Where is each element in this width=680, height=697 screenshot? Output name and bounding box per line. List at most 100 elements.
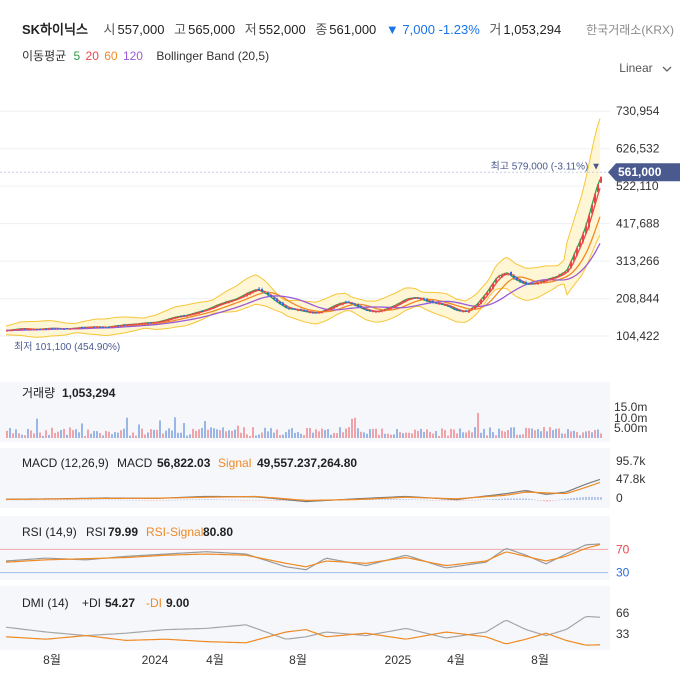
candle-body <box>204 310 206 312</box>
macd-histogram-bar <box>60 499 62 501</box>
macd-histogram-bar <box>417 499 419 501</box>
volume-bar <box>216 429 218 438</box>
candle-body <box>582 234 584 242</box>
macd-histogram-bar <box>468 500 470 501</box>
macd-histogram-bar <box>579 497 581 500</box>
candle-body <box>219 304 221 306</box>
rsi-signal-label: RSI-Signal <box>146 525 203 539</box>
volume-bar <box>366 433 368 438</box>
candle-body <box>438 303 440 305</box>
macd-histogram-bar <box>69 499 71 501</box>
macd-histogram-bar <box>210 499 212 500</box>
macd-histogram-bar <box>534 499 536 501</box>
volume-bar <box>294 432 296 438</box>
stock-name[interactable]: SK하이닉스 <box>22 22 88 37</box>
macd-histogram-bar <box>582 497 584 500</box>
volume-bar <box>9 428 11 438</box>
volume-bar <box>444 430 446 438</box>
candle-body <box>21 328 23 330</box>
candle-body <box>441 303 443 305</box>
macd-histogram-bar <box>195 499 197 500</box>
volume-bar <box>18 433 20 438</box>
volume-bar <box>339 427 341 438</box>
candle-body <box>444 304 446 306</box>
volume-bar <box>219 430 221 438</box>
candle-body <box>300 309 302 311</box>
candle-body <box>150 322 152 324</box>
candle-body <box>195 312 197 314</box>
candle-body <box>156 322 158 324</box>
candle-body <box>108 326 110 328</box>
volume-bar <box>156 429 158 438</box>
candle-body <box>33 329 35 331</box>
volume-bar <box>264 427 266 438</box>
all-time-low-label: 최저 101,100 (454.90%) <box>14 341 120 353</box>
indicator-legend[interactable]: 이동평균 5 20 60 120 Bollinger Band (20,5) <box>22 47 273 64</box>
volume-bar <box>585 431 587 438</box>
candle-body <box>162 320 164 322</box>
macd-histogram-bar <box>186 499 188 501</box>
volume-bar <box>198 429 200 438</box>
volume-bar <box>282 434 284 438</box>
candle-body <box>387 308 389 310</box>
ma-label: 이동평균 <box>22 49 67 63</box>
volume-bar <box>417 430 419 438</box>
macd-histogram-bar <box>39 499 41 501</box>
candle-body <box>348 301 350 303</box>
candle-body <box>165 319 167 321</box>
candle-body <box>261 289 263 292</box>
macd-histogram-bar <box>219 499 221 501</box>
volume-bar <box>459 428 461 438</box>
candle-body <box>321 311 323 313</box>
macd-histogram-bar <box>486 499 488 500</box>
volume-bar <box>228 430 230 438</box>
candle-body <box>144 323 146 325</box>
macd-histogram-bar <box>456 500 458 501</box>
candle-body <box>279 301 281 304</box>
scale-selector[interactable]: Linear <box>619 61 672 75</box>
macd-histogram-bar <box>558 499 560 501</box>
macd-histogram-bar <box>216 499 218 500</box>
candle-body <box>510 271 512 276</box>
volume-bar <box>474 427 476 438</box>
macd-histogram-bar <box>153 500 155 501</box>
macd-histogram-bar <box>150 500 152 501</box>
x-axis-tick: 4월 <box>206 653 224 667</box>
macd-histogram-bar <box>48 499 50 501</box>
candle-body <box>501 274 503 278</box>
candle-body <box>168 319 170 321</box>
macd-histogram-bar <box>453 500 455 501</box>
candle-body <box>468 310 470 313</box>
volume-bar <box>69 427 71 438</box>
volume-bar <box>12 433 14 438</box>
volume-bar <box>276 429 278 438</box>
macd-histogram-bar <box>429 499 431 501</box>
macd-signal-line <box>5 481 601 501</box>
volume-bar <box>363 432 365 438</box>
candle-body <box>567 268 569 273</box>
volume-bar <box>309 427 311 438</box>
macd-histogram-bar <box>561 499 563 500</box>
candle-body <box>600 176 602 183</box>
macd-histogram-bar <box>237 499 239 501</box>
macd-title: MACD (12,26,9) <box>22 456 109 470</box>
rsi-value: 79.99 <box>108 525 138 539</box>
macd-histogram-bar <box>270 500 272 501</box>
volume-bar <box>561 433 563 438</box>
volume-bar <box>318 431 320 438</box>
macd-histogram-bar <box>426 499 428 501</box>
macd-histogram-bar <box>240 500 242 501</box>
change-value: 7,000 <box>402 22 435 37</box>
macd-value: 56,822.03 <box>157 456 211 470</box>
candle-body <box>414 297 416 299</box>
candle-body <box>24 328 26 330</box>
macd-histogram-bar <box>573 497 575 500</box>
candle-body <box>180 316 182 318</box>
candle-body <box>36 329 38 331</box>
macd-histogram-bar <box>477 499 479 501</box>
volume-bar <box>57 431 59 438</box>
candle-body <box>450 306 452 308</box>
volume-bar <box>468 430 470 438</box>
macd-histogram-bar <box>252 500 254 501</box>
